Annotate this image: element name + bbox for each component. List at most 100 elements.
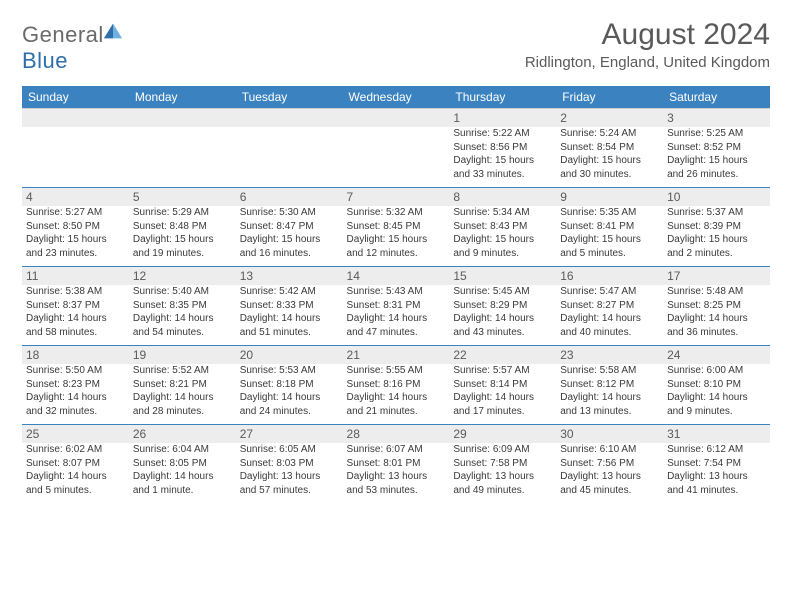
day-cell: Sunrise: 5:34 AMSunset: 8:43 PMDaylight:… <box>449 206 556 266</box>
brand-part1: General <box>22 22 104 47</box>
daylight-text: Daylight: 14 hours and 9 minutes. <box>667 391 766 418</box>
day-number: 7 <box>343 188 450 206</box>
sunrise-text: Sunrise: 6:02 AM <box>26 443 125 457</box>
sunrise-text: Sunrise: 5:43 AM <box>347 285 446 299</box>
day-number: 16 <box>556 267 663 285</box>
sunset-text: Sunset: 8:03 PM <box>240 457 339 471</box>
sunset-text: Sunset: 8:35 PM <box>133 299 232 313</box>
day-cell: Sunrise: 6:05 AMSunset: 8:03 PMDaylight:… <box>236 443 343 503</box>
sunset-text: Sunset: 8:39 PM <box>667 220 766 234</box>
sunrise-text: Sunrise: 5:48 AM <box>667 285 766 299</box>
day-number: 3 <box>663 109 770 127</box>
daylight-text: Daylight: 14 hours and 47 minutes. <box>347 312 446 339</box>
daylight-text: Daylight: 14 hours and 51 minutes. <box>240 312 339 339</box>
daylight-text: Daylight: 15 hours and 9 minutes. <box>453 233 552 260</box>
sunset-text: Sunset: 8:41 PM <box>560 220 659 234</box>
sunset-text: Sunset: 8:23 PM <box>26 378 125 392</box>
day-cell: Sunrise: 5:57 AMSunset: 8:14 PMDaylight:… <box>449 364 556 424</box>
sunrise-text: Sunrise: 5:57 AM <box>453 364 552 378</box>
day-cell: Sunrise: 5:50 AMSunset: 8:23 PMDaylight:… <box>22 364 129 424</box>
sunset-text: Sunset: 8:52 PM <box>667 141 766 155</box>
day-number: 2 <box>556 109 663 127</box>
sunset-text: Sunset: 8:43 PM <box>453 220 552 234</box>
sunset-text: Sunset: 7:54 PM <box>667 457 766 471</box>
sunset-text: Sunset: 8:07 PM <box>26 457 125 471</box>
day-number: 13 <box>236 267 343 285</box>
col-tuesday: Tuesday <box>236 86 343 108</box>
day-number: 9 <box>556 188 663 206</box>
day-number: 1 <box>449 109 556 127</box>
daylight-text: Daylight: 14 hours and 54 minutes. <box>133 312 232 339</box>
day-number: 22 <box>449 346 556 364</box>
day-cell: Sunrise: 5:48 AMSunset: 8:25 PMDaylight:… <box>663 285 770 345</box>
sunrise-text: Sunrise: 6:07 AM <box>347 443 446 457</box>
day-cell: Sunrise: 5:58 AMSunset: 8:12 PMDaylight:… <box>556 364 663 424</box>
sunset-text: Sunset: 8:18 PM <box>240 378 339 392</box>
day-number <box>343 109 450 113</box>
sunset-text: Sunset: 8:25 PM <box>667 299 766 313</box>
day-cell: Sunrise: 6:02 AMSunset: 8:07 PMDaylight:… <box>22 443 129 503</box>
day-number: 12 <box>129 267 236 285</box>
sunrise-text: Sunrise: 5:45 AM <box>453 285 552 299</box>
day-number: 28 <box>343 425 450 443</box>
sunrise-text: Sunrise: 5:27 AM <box>26 206 125 220</box>
day-number: 4 <box>22 188 129 206</box>
day-number: 11 <box>22 267 129 285</box>
daylight-text: Daylight: 14 hours and 13 minutes. <box>560 391 659 418</box>
col-sunday: Sunday <box>22 86 129 108</box>
day-number: 21 <box>343 346 450 364</box>
title-block: August 2024 Ridlington, England, United … <box>525 18 770 71</box>
col-monday: Monday <box>129 86 236 108</box>
col-friday: Friday <box>556 86 663 108</box>
col-thursday: Thursday <box>449 86 556 108</box>
sunset-text: Sunset: 8:21 PM <box>133 378 232 392</box>
day-number: 30 <box>556 425 663 443</box>
day-number: 18 <box>22 346 129 364</box>
day-cell: Sunrise: 5:40 AMSunset: 8:35 PMDaylight:… <box>129 285 236 345</box>
sunrise-text: Sunrise: 5:24 AM <box>560 127 659 141</box>
sunrise-text: Sunrise: 5:47 AM <box>560 285 659 299</box>
day-number: 31 <box>663 425 770 443</box>
sunset-text: Sunset: 8:31 PM <box>347 299 446 313</box>
day-cell: Sunrise: 6:07 AMSunset: 8:01 PMDaylight:… <box>343 443 450 503</box>
day-cell: Sunrise: 5:52 AMSunset: 8:21 PMDaylight:… <box>129 364 236 424</box>
day-number <box>129 109 236 113</box>
daylight-text: Daylight: 15 hours and 33 minutes. <box>453 154 552 181</box>
sunset-text: Sunset: 7:56 PM <box>560 457 659 471</box>
day-cell: Sunrise: 5:35 AMSunset: 8:41 PMDaylight:… <box>556 206 663 266</box>
day-number: 27 <box>236 425 343 443</box>
col-saturday: Saturday <box>663 86 770 108</box>
daylight-text: Daylight: 13 hours and 45 minutes. <box>560 470 659 497</box>
day-number <box>236 109 343 113</box>
day-cell: Sunrise: 6:12 AMSunset: 7:54 PMDaylight:… <box>663 443 770 503</box>
day-cell: Sunrise: 5:32 AMSunset: 8:45 PMDaylight:… <box>343 206 450 266</box>
daylight-text: Daylight: 13 hours and 49 minutes. <box>453 470 552 497</box>
sunset-text: Sunset: 8:01 PM <box>347 457 446 471</box>
sunrise-text: Sunrise: 5:34 AM <box>453 206 552 220</box>
daylight-text: Daylight: 15 hours and 23 minutes. <box>26 233 125 260</box>
day-number: 23 <box>556 346 663 364</box>
calendar-table: Sunday Monday Tuesday Wednesday Thursday… <box>22 86 770 503</box>
day-cell: Sunrise: 5:24 AMSunset: 8:54 PMDaylight:… <box>556 127 663 187</box>
page-title: August 2024 <box>525 18 770 52</box>
sunset-text: Sunset: 7:58 PM <box>453 457 552 471</box>
brand-logo: General Blue <box>22 22 124 74</box>
daylight-text: Daylight: 15 hours and 2 minutes. <box>667 233 766 260</box>
daylight-text: Daylight: 14 hours and 43 minutes. <box>453 312 552 339</box>
sunrise-text: Sunrise: 6:10 AM <box>560 443 659 457</box>
daylight-text: Daylight: 14 hours and 32 minutes. <box>26 391 125 418</box>
day-cell: Sunrise: 5:38 AMSunset: 8:37 PMDaylight:… <box>22 285 129 345</box>
day-cell: Sunrise: 6:04 AMSunset: 8:05 PMDaylight:… <box>129 443 236 503</box>
sunset-text: Sunset: 8:14 PM <box>453 378 552 392</box>
day-cell: Sunrise: 5:43 AMSunset: 8:31 PMDaylight:… <box>343 285 450 345</box>
day-cell: Sunrise: 5:27 AMSunset: 8:50 PMDaylight:… <box>22 206 129 266</box>
day-number <box>22 109 129 113</box>
sunrise-text: Sunrise: 5:38 AM <box>26 285 125 299</box>
day-number: 29 <box>449 425 556 443</box>
sunrise-text: Sunrise: 5:32 AM <box>347 206 446 220</box>
sunset-text: Sunset: 8:47 PM <box>240 220 339 234</box>
daylight-text: Daylight: 15 hours and 12 minutes. <box>347 233 446 260</box>
sunset-text: Sunset: 8:50 PM <box>26 220 125 234</box>
sunrise-text: Sunrise: 6:12 AM <box>667 443 766 457</box>
daylight-text: Daylight: 13 hours and 41 minutes. <box>667 470 766 497</box>
